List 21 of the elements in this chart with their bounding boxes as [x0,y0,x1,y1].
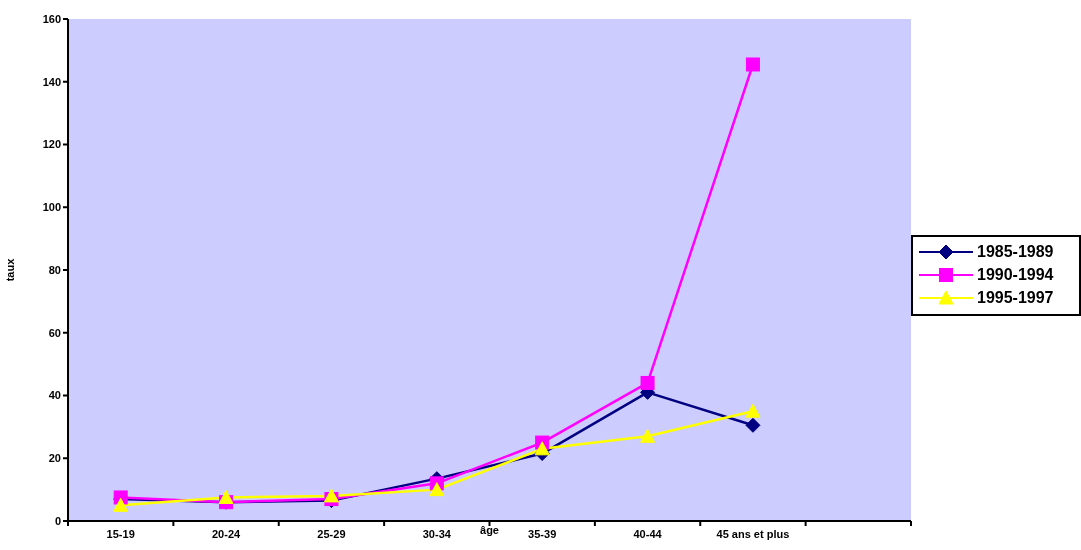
x-tick-label: 35-39 [528,527,557,540]
y-tick-label: 20 [48,452,61,465]
x-tick-label: 15-19 [106,527,135,540]
y-tick-label: 40 [48,389,61,402]
x-axis-title: âge [480,523,499,536]
x-tick-label: 20-24 [211,527,242,540]
y-tick-label: 120 [42,138,61,151]
legend-label: 1990-1994 [977,266,1054,284]
x-tick-label: 30-34 [422,527,452,540]
y-axis-title: taux [3,257,16,282]
x-tick-label: 25-29 [317,527,346,540]
y-tick-label: 80 [48,263,61,276]
legend-label: 1995-1997 [977,289,1054,307]
y-tick-label: 60 [48,326,61,339]
y-tick-label: 140 [42,75,61,88]
y-tick-label: 0 [54,514,61,527]
x-tick-label: 40-44 [633,527,663,540]
y-tick-label: 100 [42,201,61,214]
legend-label: 1985-1989 [977,243,1054,261]
x-tick-label: 45 ans et plus [716,527,790,540]
y-tick-label: 160 [42,12,61,25]
